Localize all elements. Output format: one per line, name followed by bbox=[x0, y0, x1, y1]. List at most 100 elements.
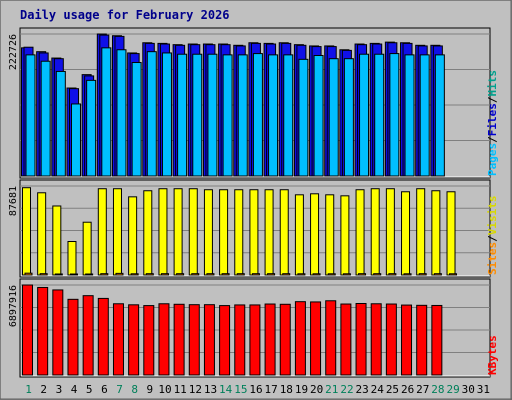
series-pages bbox=[25, 47, 445, 177]
bar-sites-day-27 bbox=[418, 273, 427, 276]
bar-sites-day-29 bbox=[449, 273, 458, 276]
bar-visits-day-6 bbox=[97, 188, 107, 276]
panel-visits-ymax-label: 87681 bbox=[8, 186, 19, 216]
x-tick-label: 12 bbox=[189, 383, 202, 396]
bar-visits-day-2 bbox=[37, 192, 47, 276]
bar-visits-day-22 bbox=[340, 195, 350, 276]
bar-visits-day-21 bbox=[325, 194, 335, 276]
bar-visits-day-7 bbox=[112, 188, 122, 276]
x-tick-label: 26 bbox=[401, 383, 414, 396]
bar-sites-day-24 bbox=[373, 273, 382, 276]
bar-kbytes-day-12 bbox=[188, 304, 200, 376]
x-tick-label: 8 bbox=[131, 383, 138, 396]
x-tick-label: 14 bbox=[219, 383, 233, 396]
bar-pages-day-28 bbox=[434, 54, 445, 177]
bar-sites-day-9 bbox=[145, 273, 154, 276]
bar-sites-day-13 bbox=[206, 273, 215, 276]
bar-visits-day-17 bbox=[264, 189, 274, 276]
bar-pages-day-7 bbox=[116, 49, 127, 177]
bar-pages-day-24 bbox=[374, 53, 385, 177]
bar-visits-day-8 bbox=[128, 196, 138, 276]
series-sites bbox=[24, 272, 458, 276]
panel-visits: 87681 Sites/Visits bbox=[8, 179, 499, 278]
bar-kbytes-day-23 bbox=[355, 303, 367, 376]
x-tick-label: 2 bbox=[40, 383, 47, 396]
bar-pages-day-15 bbox=[237, 54, 248, 177]
bar-visits-day-20 bbox=[310, 193, 320, 276]
legend-sites: Sites bbox=[486, 242, 499, 275]
bar-sites-day-14 bbox=[221, 273, 230, 276]
bar-sites-day-8 bbox=[130, 273, 139, 276]
bar-visits-day-11 bbox=[173, 188, 183, 276]
bar-kbytes-day-10 bbox=[158, 303, 170, 376]
bar-pages-day-17 bbox=[268, 54, 279, 177]
bar-visits-day-15 bbox=[234, 189, 244, 276]
bar-pages-day-18 bbox=[283, 54, 294, 177]
bar-sites-day-17 bbox=[267, 273, 276, 276]
bar-sites-day-4 bbox=[69, 273, 78, 276]
bar-sites-day-26 bbox=[403, 273, 412, 276]
legend-files: Files bbox=[486, 103, 499, 136]
x-tick-label: 31 bbox=[477, 383, 490, 396]
bar-sites-day-20 bbox=[312, 273, 321, 276]
bar-sites-day-5 bbox=[85, 273, 94, 276]
x-tick-label: 21 bbox=[325, 383, 338, 396]
bar-kbytes-day-22 bbox=[340, 303, 352, 376]
bar-kbytes-day-26 bbox=[401, 304, 413, 376]
bar-visits-day-3 bbox=[52, 205, 62, 276]
x-tick-label: 22 bbox=[340, 383, 353, 396]
x-tick-label: 29 bbox=[446, 383, 459, 396]
bar-visits-day-25 bbox=[385, 188, 395, 276]
chart-panels: 222726Pages/Files/Hits87681Sites/Visits6… bbox=[8, 27, 499, 378]
bar-sites-day-2 bbox=[39, 273, 48, 276]
legend-hits: Hits bbox=[486, 70, 499, 97]
x-tick-label: 23 bbox=[356, 383, 369, 396]
bar-sites-day-15 bbox=[236, 273, 245, 276]
bar-sites-day-19 bbox=[297, 273, 306, 276]
bar-pages-day-23 bbox=[359, 53, 370, 177]
bar-sites-day-18 bbox=[282, 273, 291, 276]
bar-pages-day-4 bbox=[70, 103, 81, 177]
bar-visits-day-1 bbox=[22, 187, 31, 276]
bar-pages-day-16 bbox=[252, 53, 263, 177]
x-tick-label: 25 bbox=[386, 383, 399, 396]
bar-pages-day-27 bbox=[419, 54, 430, 177]
bar-kbytes-day-17 bbox=[264, 303, 276, 376]
x-tick-label: 5 bbox=[86, 383, 93, 396]
bar-kbytes-day-25 bbox=[385, 303, 397, 376]
bar-pages-day-6 bbox=[101, 47, 112, 177]
x-tick-label: 11 bbox=[174, 383, 187, 396]
series-kbytes bbox=[22, 284, 443, 376]
bar-visits-day-10 bbox=[158, 188, 168, 276]
bar-sites-day-3 bbox=[54, 273, 63, 276]
bar-visits-day-26 bbox=[401, 191, 411, 276]
x-tick-label: 18 bbox=[280, 383, 293, 396]
x-tick-label: 6 bbox=[101, 383, 108, 396]
chart-title: Daily usage for February 2026 bbox=[20, 8, 230, 22]
bar-kbytes-day-6 bbox=[97, 297, 109, 376]
bar-pages-day-1 bbox=[25, 54, 36, 177]
bar-visits-day-5 bbox=[82, 221, 92, 276]
x-tick-label: 7 bbox=[116, 383, 123, 396]
x-tick-label: 24 bbox=[371, 383, 385, 396]
bar-visits-day-18 bbox=[279, 189, 289, 276]
bar-pages-day-9 bbox=[146, 51, 157, 177]
bar-pages-day-19 bbox=[298, 58, 309, 177]
panel-kbytes-legend: KBytes bbox=[486, 335, 499, 375]
bar-kbytes-day-21 bbox=[325, 300, 337, 376]
bar-kbytes-day-18 bbox=[279, 303, 291, 376]
bar-pages-day-3 bbox=[55, 70, 66, 177]
bar-visits-day-16 bbox=[249, 189, 259, 276]
bar-sites-day-10 bbox=[160, 273, 169, 276]
bar-sites-day-23 bbox=[358, 273, 367, 276]
bar-kbytes-day-7 bbox=[112, 303, 124, 376]
legend-separator: / bbox=[486, 136, 499, 143]
bar-pages-day-22 bbox=[343, 58, 354, 177]
bar-sites-day-7 bbox=[115, 272, 124, 276]
panel-kbytes-ymax-label: 6897916 bbox=[8, 285, 19, 327]
bar-sites-day-12 bbox=[191, 273, 200, 276]
x-tick-label: 16 bbox=[249, 383, 262, 396]
legend-visits: Visits bbox=[486, 196, 499, 236]
